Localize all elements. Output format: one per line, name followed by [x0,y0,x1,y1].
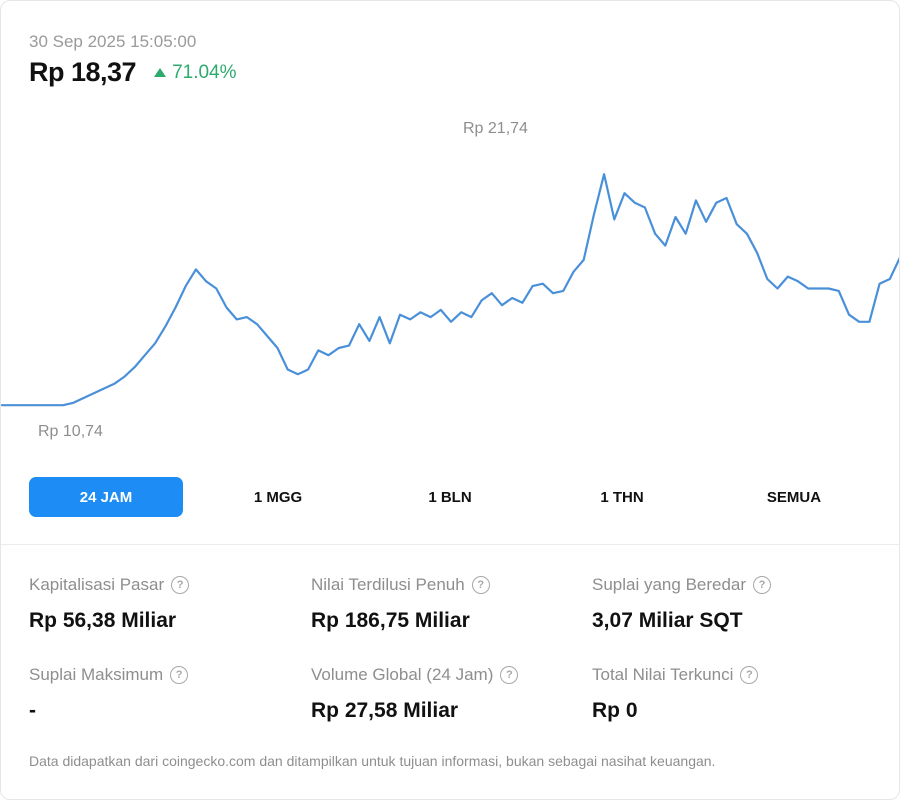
price-change-value: 71.04% [172,61,237,83]
stat-value: - [29,699,36,722]
stat-market-cap: Kapitalisasi Pasar ? Rp 56,38 Miliar [29,575,190,633]
stat-value: 3,07 Miliar SQT [592,609,743,632]
stat-value: Rp 0 [592,699,638,722]
price-change: 71.04% [154,61,237,84]
chart-high-label: Rp 21,74 [463,120,528,137]
help-icon[interactable]: ? [753,576,772,594]
stat-total-value-locked: Total Nilai Terkunci ? Rp 0 [592,665,759,723]
stat-global-volume: Volume Global (24 Jam) ? Rp 27,58 Miliar [311,665,519,723]
help-icon[interactable]: ? [740,666,759,684]
triangle-up-icon [154,68,167,77]
stat-label: Suplai yang Beredar [592,575,747,594]
tab-1-bln[interactable]: 1 BLN [428,488,472,506]
tab-24-jam[interactable]: 24 JAM [29,477,183,517]
tab-1-thn[interactable]: 1 THN [600,488,644,506]
stat-circulating-supply: Suplai yang Beredar ? 3,07 Miliar SQT [592,575,772,633]
stat-label: Nilai Terdilusi Penuh [311,575,465,594]
stat-value: Rp 27,58 Miliar [311,699,459,722]
stat-label: Volume Global (24 Jam) [311,665,494,684]
price-row: Rp 18,37 71.04% [29,57,237,88]
stat-fdv: Nilai Terdilusi Penuh ? Rp 186,75 Miliar [311,575,490,633]
price-chart[interactable] [1,111,900,411]
tab-1-mgg[interactable]: 1 MGG [253,488,303,506]
price-line [1,173,899,407]
section-divider [1,544,899,545]
help-icon[interactable]: ? [170,666,189,684]
stat-label: Suplai Maksimum [29,665,164,684]
timeframe-tabs: 24 JAM 1 MGG 1 BLN 1 THN SEMUA [29,477,899,517]
help-icon[interactable]: ? [171,576,190,594]
help-icon[interactable]: ? [471,576,490,594]
stat-value: Rp 56,38 Miliar [29,609,177,632]
tab-semua[interactable]: SEMUA [766,488,822,506]
stat-label: Kapitalisasi Pasar [29,575,165,594]
disclaimer-text: Data didapatkan dari coingecko.com dan d… [29,753,716,769]
stat-value: Rp 186,75 Miliar [311,609,470,632]
stat-max-supply: Suplai Maksimum ? - [29,665,189,723]
current-price: Rp 18,37 [29,57,137,87]
price-timestamp: 30 Sep 2025 15:05:00 [29,32,197,51]
stat-label: Total Nilai Terkunci [592,665,734,684]
chart-low-label: Rp 10,74 [38,423,103,440]
help-icon[interactable]: ? [500,666,519,684]
